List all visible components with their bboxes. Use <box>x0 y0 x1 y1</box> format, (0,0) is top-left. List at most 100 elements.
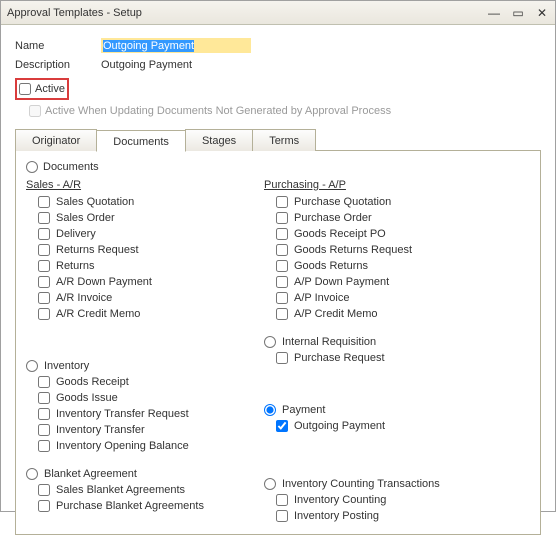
purchasing-item-checkbox[interactable] <box>276 308 288 320</box>
sales-item-checkbox[interactable] <box>38 244 50 256</box>
sales-item-label: A/R Down Payment <box>56 276 152 288</box>
list-item: A/P Credit Memo <box>276 306 530 322</box>
inventory-item-checkbox[interactable] <box>38 392 50 404</box>
sales-item-label: Returns <box>56 260 95 272</box>
counting-item-checkbox[interactable] <box>276 494 288 506</box>
list-item: Sales Quotation <box>38 194 264 210</box>
list-item: Purchase Request <box>276 350 530 366</box>
tab-stages[interactable]: Stages <box>185 129 253 151</box>
sales-section-title: Sales - A/R <box>26 179 264 191</box>
inventory-item-label: Inventory Transfer Request <box>56 408 189 420</box>
sales-item-checkbox[interactable] <box>38 212 50 224</box>
active-when-checkbox <box>29 105 41 117</box>
documents-radio[interactable] <box>26 161 38 173</box>
inventory-radio[interactable] <box>26 360 38 372</box>
purchasing-item-label: A/P Down Payment <box>294 276 389 288</box>
list-item: Goods Receipt <box>38 374 264 390</box>
name-input[interactable] <box>101 38 251 53</box>
sales-item-checkbox[interactable] <box>38 292 50 304</box>
sales-item-label: Delivery <box>56 228 96 240</box>
purchasing-section-title: Purchasing - A/P <box>264 179 530 191</box>
list-item: Returns Request <box>38 242 264 258</box>
inventory-item-label: Inventory Opening Balance <box>56 440 189 452</box>
active-highlight: Active <box>15 78 69 100</box>
list-item: Goods Returns Request <box>276 242 530 258</box>
blanket-item-checkbox[interactable] <box>38 484 50 496</box>
list-item: A/R Invoice <box>38 290 264 306</box>
list-item: Goods Returns <box>276 258 530 274</box>
purchasing-item-checkbox[interactable] <box>276 276 288 288</box>
purchasing-item-label: Goods Receipt PO <box>294 228 386 240</box>
list-item: Purchase Order <box>276 210 530 226</box>
inventory-item-checkbox[interactable] <box>38 440 50 452</box>
purchasing-item-checkbox[interactable] <box>276 244 288 256</box>
sales-item-label: Returns Request <box>56 244 139 256</box>
purchasing-item-label: A/P Invoice <box>294 292 349 304</box>
payment-radio[interactable] <box>264 404 276 416</box>
sales-item-label: Sales Order <box>56 212 115 224</box>
window-title: Approval Templates - Setup <box>7 7 487 19</box>
purchasing-item-label: Purchase Order <box>294 212 372 224</box>
blanket-item-label: Sales Blanket Agreements <box>56 484 185 496</box>
list-item: Sales Blanket Agreements <box>38 482 264 498</box>
list-item: Sales Order <box>38 210 264 226</box>
tabs: Originator Documents Stages Terms <box>15 129 541 151</box>
list-item: Inventory Transfer <box>38 422 264 438</box>
sales-item-label: Sales Quotation <box>56 196 134 208</box>
description-label: Description <box>15 59 101 71</box>
internal-req-radio[interactable] <box>264 336 276 348</box>
list-item: Delivery <box>38 226 264 242</box>
purchasing-item-checkbox[interactable] <box>276 228 288 240</box>
close-button[interactable]: ✕ <box>535 6 549 20</box>
purchasing-item-label: Goods Returns Request <box>294 244 412 256</box>
payment-radio-label: Payment <box>282 404 325 416</box>
list-item: Inventory Counting <box>276 492 530 508</box>
list-item: Inventory Opening Balance <box>38 438 264 454</box>
name-label: Name <box>15 40 101 52</box>
active-when-label: Active When Updating Documents Not Gener… <box>45 105 391 117</box>
blanket-item-checkbox[interactable] <box>38 500 50 512</box>
counting-radio[interactable] <box>264 478 276 490</box>
tab-originator[interactable]: Originator <box>15 129 97 151</box>
payment-item-label: Outgoing Payment <box>294 420 385 432</box>
purchasing-item-checkbox[interactable] <box>276 196 288 208</box>
documents-panel: Documents Sales - A/R Sales Quotation Sal… <box>15 150 541 535</box>
counting-radio-label: Inventory Counting Transactions <box>282 478 440 490</box>
sales-item-checkbox[interactable] <box>38 276 50 288</box>
sales-item-label: A/R Invoice <box>56 292 112 304</box>
purchasing-item-checkbox[interactable] <box>276 292 288 304</box>
titlebar: Approval Templates - Setup — ▭ ✕ <box>1 1 555 25</box>
purchasing-item-label: Goods Returns <box>294 260 368 272</box>
purchasing-item-checkbox[interactable] <box>276 212 288 224</box>
list-item: Goods Receipt PO <box>276 226 530 242</box>
list-item: Goods Issue <box>38 390 264 406</box>
inventory-item-label: Inventory Transfer <box>56 424 145 436</box>
inventory-item-label: Goods Receipt <box>56 376 129 388</box>
internalreq-item-checkbox[interactable] <box>276 352 288 364</box>
sales-item-checkbox[interactable] <box>38 228 50 240</box>
list-item: Outgoing Payment <box>276 418 530 434</box>
list-item: Inventory Posting <box>276 508 530 524</box>
tab-terms[interactable]: Terms <box>252 129 316 151</box>
sales-item-checkbox[interactable] <box>38 196 50 208</box>
counting-item-label: Inventory Counting <box>294 494 386 506</box>
list-item: Inventory Transfer Request <box>38 406 264 422</box>
sales-item-checkbox[interactable] <box>38 260 50 272</box>
sales-item-checkbox[interactable] <box>38 308 50 320</box>
purchasing-item-checkbox[interactable] <box>276 260 288 272</box>
blanket-radio[interactable] <box>26 468 38 480</box>
active-label: Active <box>35 83 65 95</box>
payment-item-checkbox[interactable] <box>276 420 288 432</box>
inventory-radio-label: Inventory <box>44 360 89 372</box>
maximize-button[interactable]: ▭ <box>511 6 525 20</box>
internal-req-radio-label: Internal Requisition <box>282 336 376 348</box>
inventory-item-checkbox[interactable] <box>38 424 50 436</box>
approval-templates-window: Approval Templates - Setup — ▭ ✕ STIM® I… <box>0 0 556 512</box>
minimize-button[interactable]: — <box>487 6 501 20</box>
inventory-item-checkbox[interactable] <box>38 376 50 388</box>
documents-radio-label: Documents <box>43 161 99 173</box>
tab-documents[interactable]: Documents <box>96 130 186 152</box>
description-value: Outgoing Payment <box>101 59 192 71</box>
inventory-item-checkbox[interactable] <box>38 408 50 420</box>
active-checkbox[interactable] <box>19 83 31 95</box>
